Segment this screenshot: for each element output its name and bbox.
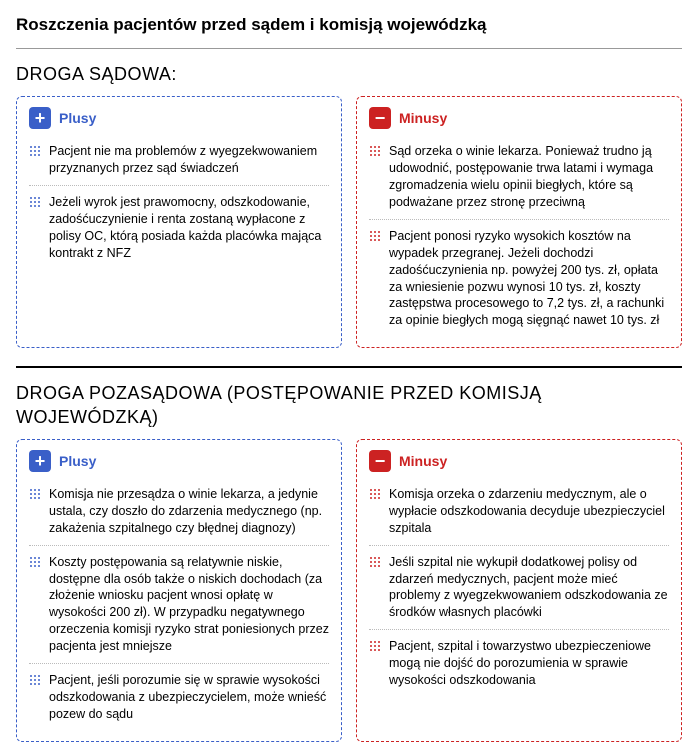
section-2-columns: + Plusy Komisja nie przesądza o winie le…	[16, 439, 682, 742]
section-1-columns: + Plusy Pacjent nie ma problemów z wyegz…	[16, 96, 682, 348]
panel-plus-2-head: + Plusy	[29, 450, 329, 472]
item-text: Jeżeli wyrok jest prawomocny, odszkodowa…	[49, 194, 329, 262]
divider-mid	[16, 366, 682, 368]
panel-plus-1-head: + Plusy	[29, 107, 329, 129]
bullet-icon	[369, 488, 381, 500]
panel-minus-2-head: − Minusy	[369, 450, 669, 472]
plus-icon: +	[29, 107, 51, 129]
panel-plus-2: + Plusy Komisja nie przesądza o winie le…	[16, 439, 342, 742]
bullet-icon	[29, 556, 41, 568]
panel-minus-1-head: − Minusy	[369, 107, 669, 129]
item-text: Sąd orzeka o winie lekarza. Ponieważ tru…	[389, 143, 669, 211]
list-item: Jeżeli wyrok jest prawomocny, odszkodowa…	[29, 185, 329, 268]
item-text: Pacjent, jeśli porozumie się w sprawie w…	[49, 672, 329, 723]
item-text: Koszty postępowania są relatywnie niskie…	[49, 554, 329, 655]
panel-minus-2-label: Minusy	[399, 452, 447, 470]
section-heading-2: DROGA POZASĄDOWA (POSTĘPOWANIE PRZED KOM…	[16, 382, 682, 429]
panel-minus-1: − Minusy Sąd orzeka o winie lekarza. Pon…	[356, 96, 682, 348]
panel-plus-1-label: Plusy	[59, 109, 96, 127]
bullet-icon	[29, 196, 41, 208]
item-text: Jeśli szpital nie wykupił dodatkowej pol…	[389, 554, 669, 622]
bullet-icon	[29, 488, 41, 500]
minus-icon: −	[369, 450, 391, 472]
bullet-icon	[369, 230, 381, 242]
list-item: Pacjent nie ma problemów z wyegzekwowani…	[29, 137, 329, 183]
list-item: Komisja orzeka o zdarzeniu medycznym, al…	[369, 480, 669, 543]
list-item: Komisja nie przesądza o winie lekarza, a…	[29, 480, 329, 543]
panel-plus-1: + Plusy Pacjent nie ma problemów z wyegz…	[16, 96, 342, 348]
panel-plus-2-label: Plusy	[59, 452, 96, 470]
item-text: Komisja nie przesądza o winie lekarza, a…	[49, 486, 329, 537]
list-item: Pacjent, jeśli porozumie się w sprawie w…	[29, 663, 329, 729]
list-item: Sąd orzeka o winie lekarza. Ponieważ tru…	[369, 137, 669, 217]
bullet-icon	[369, 640, 381, 652]
item-text: Komisja orzeka o zdarzeniu medycznym, al…	[389, 486, 669, 537]
bullet-icon	[369, 145, 381, 157]
list-item: Koszty postępowania są relatywnie niskie…	[29, 545, 329, 661]
divider-top	[16, 48, 682, 49]
section-heading-1: DROGA SĄDOWA:	[16, 63, 682, 86]
bullet-icon	[29, 145, 41, 157]
item-text: Pacjent nie ma problemów z wyegzekwowani…	[49, 143, 329, 177]
item-text: Pacjent ponosi ryzyko wysokich kosztów n…	[389, 228, 669, 329]
bullet-icon	[369, 556, 381, 568]
bullet-icon	[29, 674, 41, 686]
list-item: Jeśli szpital nie wykupił dodatkowej pol…	[369, 545, 669, 628]
minus-icon: −	[369, 107, 391, 129]
plus-icon: +	[29, 450, 51, 472]
page-title: Roszczenia pacjentów przed sądem i komis…	[16, 14, 682, 36]
panel-minus-1-label: Minusy	[399, 109, 447, 127]
list-item: Pacjent, szpital i towarzystwo ubezpiecz…	[369, 629, 669, 695]
panel-minus-2: − Minusy Komisja orzeka o zdarzeniu medy…	[356, 439, 682, 742]
list-item: Pacjent ponosi ryzyko wysokich kosztów n…	[369, 219, 669, 335]
